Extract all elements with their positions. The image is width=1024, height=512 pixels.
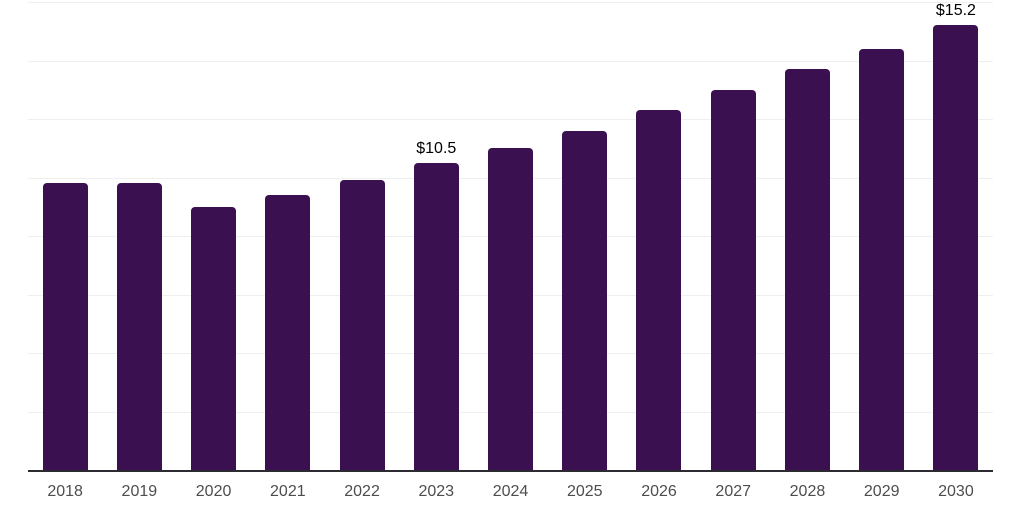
bar: [488, 148, 534, 470]
bar: [116, 183, 162, 470]
bar-column-2027: [696, 2, 770, 470]
gridline: [28, 119, 993, 120]
bar: [339, 180, 385, 470]
x-axis-tick-labels: 2018 2019 2020 2021 2022 2023 2024 2025 2026 2027…: [28, 472, 993, 500]
bar: [42, 183, 88, 470]
x-tick-label: 2023: [418, 483, 455, 500]
x-tick-label: 2025: [566, 483, 603, 500]
bar: [933, 25, 979, 470]
bar-column-2029: [845, 2, 919, 470]
x-tick-label: 2018: [47, 483, 83, 500]
bar: [265, 195, 311, 470]
bar: [710, 89, 756, 470]
x-tick-label: 2024: [492, 483, 529, 500]
bar: [859, 48, 905, 470]
x-tick-label: 2021: [270, 483, 306, 500]
bar: [562, 130, 608, 470]
bar: [413, 162, 459, 470]
x-tick-label: 2026: [641, 483, 677, 500]
plot-area: $10.5 $15.2: [28, 2, 993, 472]
data-label: $10.5: [416, 139, 457, 157]
bar-column-2021: [251, 2, 325, 470]
data-label: $15.2: [935, 2, 976, 20]
bar-column-2022: [325, 2, 399, 470]
x-tick-label: 2022: [344, 483, 380, 500]
bar: [191, 206, 237, 470]
bar-column-2030: $15.2: [919, 2, 993, 470]
gridline: [28, 60, 993, 62]
bar-column-2026: [622, 2, 696, 470]
x-tick-label: 2027: [715, 483, 752, 500]
bar-column-2028: [770, 2, 844, 470]
bar: [636, 110, 682, 470]
bar-series: $10.5 $15.2: [28, 2, 993, 470]
bar-column-2019: [102, 2, 176, 470]
bar-column-2020: [176, 2, 250, 470]
x-tick-label: 2030: [938, 483, 974, 500]
bar-column-2024: [473, 2, 547, 470]
bar-column-2025: [548, 2, 622, 470]
bar-column-2018: [28, 2, 102, 470]
bar: [784, 69, 830, 470]
x-tick-label: 2029: [863, 483, 900, 500]
gridline: [28, 2, 993, 3]
x-tick-label: 2019: [121, 483, 158, 500]
bar-column-2023: $10.5: [399, 2, 473, 470]
x-tick-label: 2020: [195, 483, 232, 500]
x-tick-label: 2028: [789, 483, 826, 500]
